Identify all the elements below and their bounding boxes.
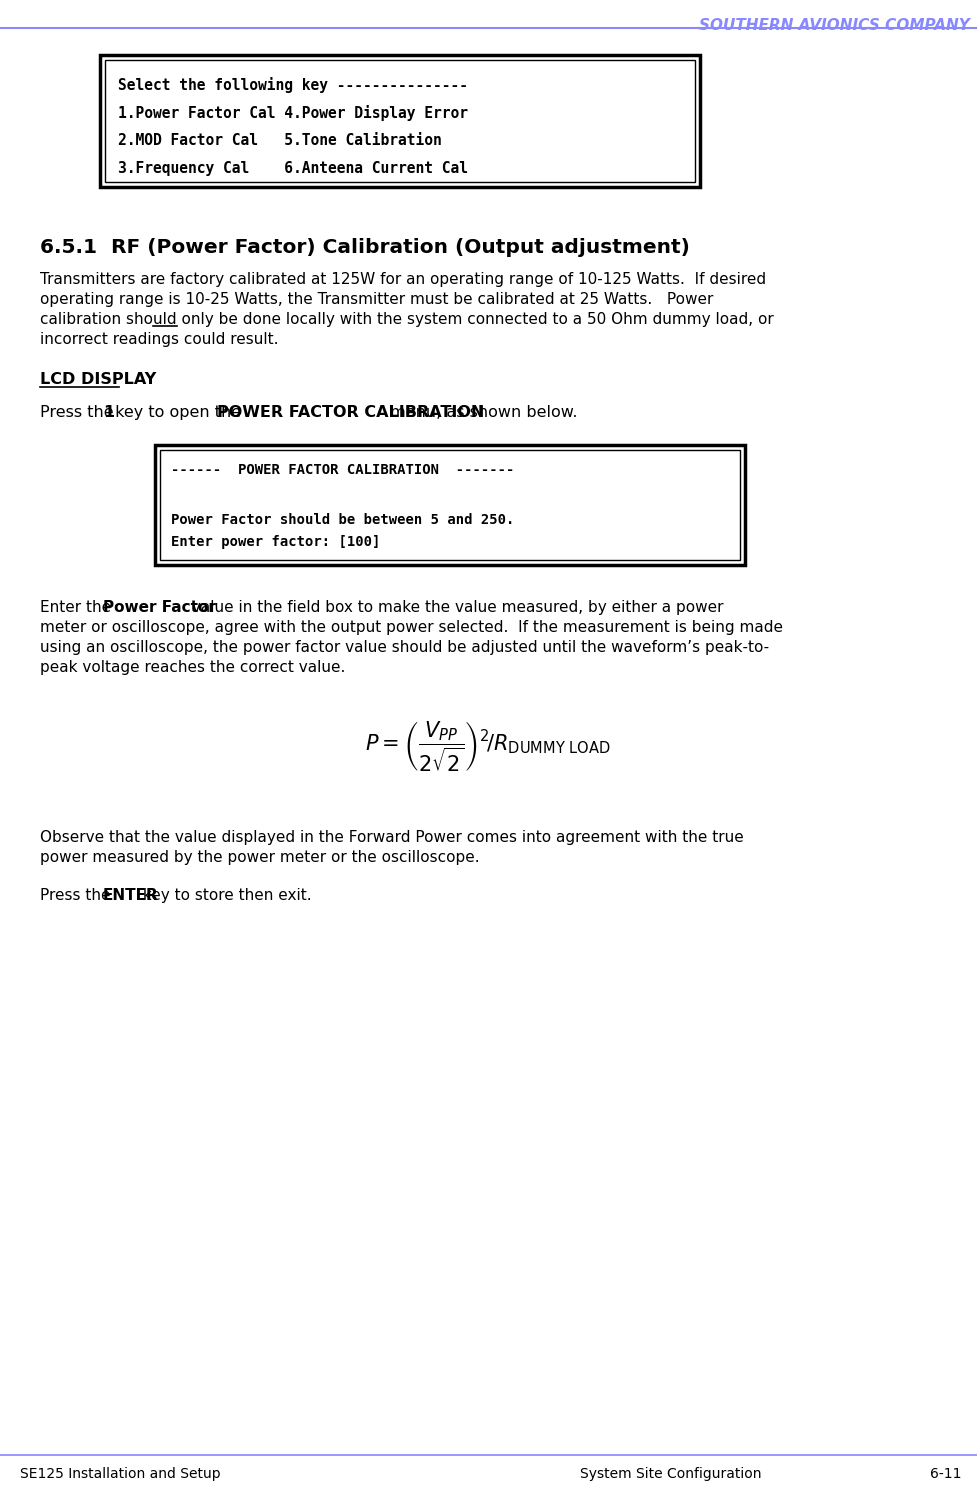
Text: Observe that the value displayed in the Forward Power comes into agreement with : Observe that the value displayed in the … <box>40 830 743 844</box>
Text: $P = \left(\dfrac{V_{PP}}{2\sqrt{2}}\right)^{2}\!/R_{\mathrm{DUMMY\ LOAD}}$: $P = \left(\dfrac{V_{PP}}{2\sqrt{2}}\rig… <box>365 721 611 774</box>
Text: Enter the: Enter the <box>40 600 116 615</box>
Text: power measured by the power meter or the oscilloscope.: power measured by the power meter or the… <box>40 850 480 865</box>
FancyBboxPatch shape <box>155 445 745 565</box>
Text: SOUTHERN AVIONICS COMPANY: SOUTHERN AVIONICS COMPANY <box>700 18 970 33</box>
Text: operating range is 10-25 Watts, the Transmitter must be calibrated at 25 Watts. : operating range is 10-25 Watts, the Tran… <box>40 292 713 307</box>
Text: 2.MOD Factor Cal   5.Tone Calibration: 2.MOD Factor Cal 5.Tone Calibration <box>118 133 442 148</box>
Text: Power Factor should be between 5 and 250.: Power Factor should be between 5 and 250… <box>171 513 514 527</box>
Text: Power Factor: Power Factor <box>103 600 216 615</box>
Text: menu, as shown below.: menu, as shown below. <box>385 404 577 421</box>
Text: ENTER: ENTER <box>103 888 158 903</box>
Text: key to store then exit.: key to store then exit. <box>138 888 312 903</box>
Text: Select the following key ---------------: Select the following key --------------- <box>118 78 468 93</box>
Text: Transmitters are factory calibrated at 125W for an operating range of 10-125 Wat: Transmitters are factory calibrated at 1… <box>40 272 766 286</box>
FancyBboxPatch shape <box>100 55 700 186</box>
Text: value in the field box to make the value measured, by either a power: value in the field box to make the value… <box>187 600 724 615</box>
Text: using an oscilloscope, the power factor value should be adjusted until the wavef: using an oscilloscope, the power factor … <box>40 640 769 655</box>
Text: peak voltage reaches the correct value.: peak voltage reaches the correct value. <box>40 659 346 674</box>
Text: System Site Configuration: System Site Configuration <box>580 1467 761 1482</box>
Text: 1.Power Factor Cal 4.Power Display Error: 1.Power Factor Cal 4.Power Display Error <box>118 104 468 121</box>
Text: incorrect readings could result.: incorrect readings could result. <box>40 333 278 348</box>
Text: POWER FACTOR CALIBRATION: POWER FACTOR CALIBRATION <box>217 404 485 421</box>
Text: calibration should only be done locally with the system connected to a 50 Ohm du: calibration should only be done locally … <box>40 312 774 327</box>
Text: ------  POWER FACTOR CALIBRATION  -------: ------ POWER FACTOR CALIBRATION ------- <box>171 463 514 477</box>
FancyBboxPatch shape <box>160 451 740 560</box>
Text: SE125 Installation and Setup: SE125 Installation and Setup <box>20 1467 221 1482</box>
Text: Enter power factor: [100]: Enter power factor: [100] <box>171 536 380 549</box>
Text: 6.5.1  RF (Power Factor) Calibration (Output adjustment): 6.5.1 RF (Power Factor) Calibration (Out… <box>40 239 690 257</box>
Text: Press the: Press the <box>40 888 115 903</box>
Text: 3.Frequency Cal    6.Anteena Current Cal: 3.Frequency Cal 6.Anteena Current Cal <box>118 161 468 176</box>
FancyBboxPatch shape <box>105 60 695 182</box>
Text: 1: 1 <box>103 404 114 421</box>
Text: LCD DISPLAY: LCD DISPLAY <box>40 372 156 386</box>
Text: key to open the: key to open the <box>110 404 246 421</box>
Text: Press the: Press the <box>40 404 119 421</box>
Text: meter or oscilloscope, agree with the output power selected.  If the measurement: meter or oscilloscope, agree with the ou… <box>40 621 783 636</box>
Text: 6-11: 6-11 <box>930 1467 961 1482</box>
